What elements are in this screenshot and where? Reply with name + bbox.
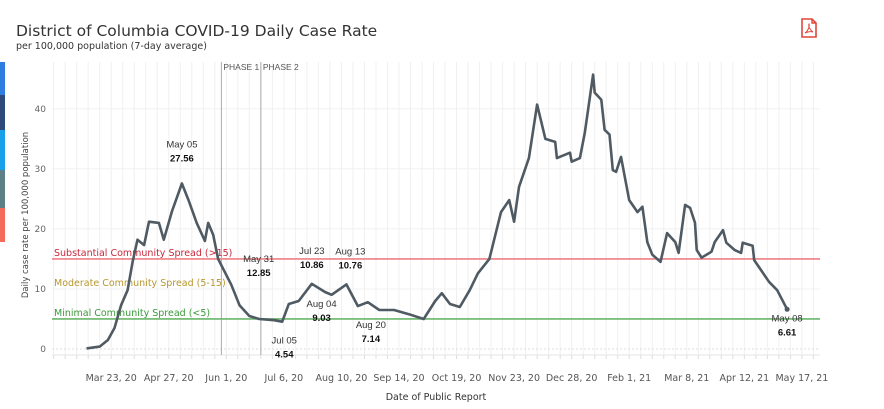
y-tick-label: 0	[40, 345, 46, 355]
annotation-value: 6.61	[778, 327, 797, 338]
x-tick-label: May 17, 21	[775, 373, 828, 384]
x-tick-label: Jul 6, 20	[264, 373, 304, 384]
x-tick-label: Feb 1, 21	[607, 373, 651, 384]
side-strip-4[interactable]	[0, 208, 5, 242]
annotation-value: 12.85	[247, 268, 271, 279]
x-tick-label: Dec 28, 20	[546, 373, 598, 384]
phase-label: PHASE 2	[263, 62, 299, 72]
side-strip-0[interactable]	[0, 62, 5, 95]
y-tick-label: 10	[35, 285, 47, 295]
threshold-label: Substantial Community Spread (>15)	[54, 248, 232, 259]
side-strip-1[interactable]	[0, 95, 5, 130]
annotation-date: May 08	[772, 313, 803, 324]
series-line	[86, 73, 789, 350]
annotation-date: Aug 04	[307, 299, 337, 310]
y-tick-label: 40	[35, 105, 47, 115]
page-subtitle: per 100,000 population (7-day average)	[16, 41, 207, 52]
x-tick-label: Aug 10, 20	[316, 373, 368, 384]
annotation-date: Jul 23	[299, 246, 324, 257]
x-tick-label: Jun 1, 20	[204, 373, 247, 384]
side-strip-3[interactable]	[0, 170, 5, 208]
threshold-label: Minimal Community Spread (<5)	[54, 308, 210, 319]
annotation-date: Jul 05	[272, 336, 297, 347]
y-tick-label: 30	[35, 165, 47, 175]
x-tick-label: Nov 23, 20	[488, 373, 540, 384]
last-point-marker	[784, 306, 790, 312]
annotation-value: 7.14	[362, 334, 381, 345]
y-axis-title: Daily case rate per 100,000 population	[21, 132, 31, 298]
x-tick-label: Apr 12, 21	[720, 373, 770, 384]
annotation-value: 10.76	[338, 260, 362, 271]
pdf-download-icon[interactable]	[800, 18, 818, 38]
x-tick-label: Sep 14, 20	[373, 373, 424, 384]
x-axis-title: Date of Public Report	[386, 392, 487, 403]
side-strip-2[interactable]	[0, 130, 5, 170]
annotation-value: 9.03	[312, 313, 331, 324]
annotation-date: May 05	[166, 140, 197, 151]
page-title: District of Columbia COVID-19 Daily Case…	[16, 22, 378, 40]
x-tick-label: Mar 8, 21	[664, 373, 709, 384]
phase-label: PHASE 1	[223, 62, 259, 72]
annotation-value: 27.56	[170, 154, 194, 165]
x-tick-label: Oct 19, 20	[432, 373, 482, 384]
threshold-label: Moderate Community Spread (5-15)	[54, 278, 226, 289]
annotation-date: Aug 13	[335, 246, 365, 257]
x-tick-label: Apr 27, 20	[144, 373, 194, 384]
annotation-date: Aug 20	[356, 320, 386, 331]
annotation-value: 10.86	[300, 260, 324, 271]
annotation-date: May 31	[243, 254, 274, 265]
annotation-value: 4.54	[275, 350, 294, 361]
x-tick-label: Mar 23, 20	[86, 373, 137, 384]
y-tick-label: 20	[35, 225, 47, 235]
